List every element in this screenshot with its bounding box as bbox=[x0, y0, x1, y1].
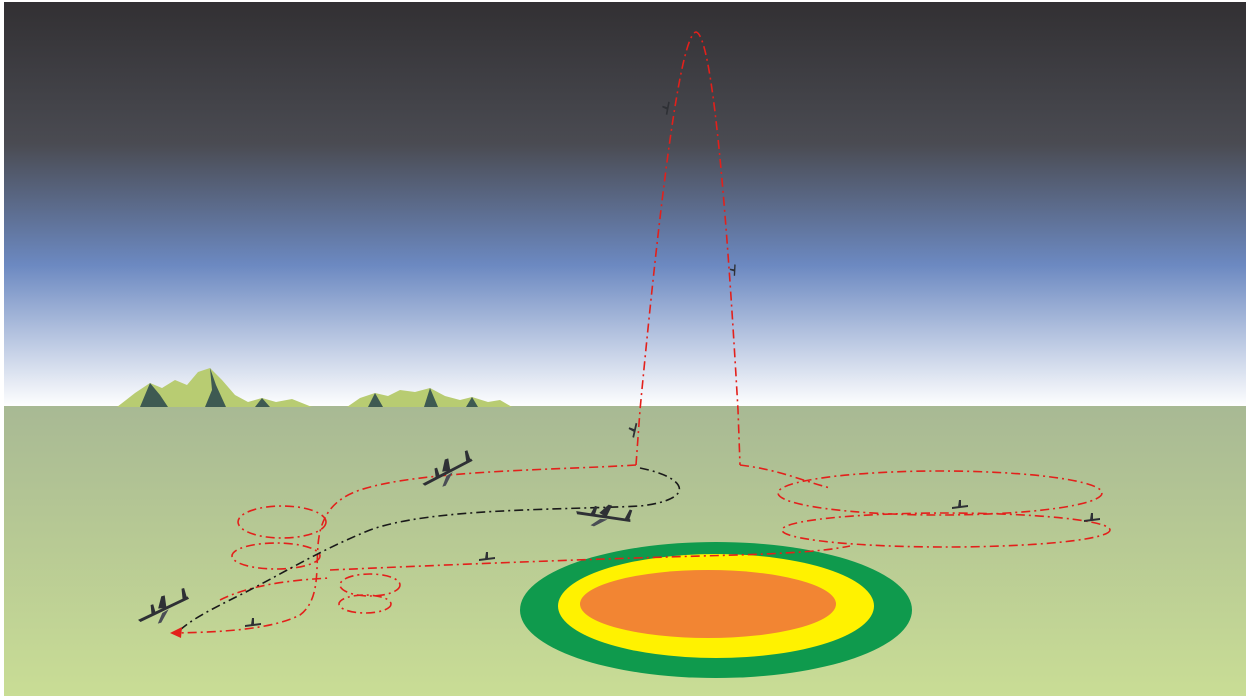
loiter-loop-4 bbox=[338, 594, 392, 614]
zone-inner bbox=[580, 570, 836, 638]
flight-path-low bbox=[329, 545, 851, 571]
flight-path-right bbox=[739, 464, 831, 489]
loiter-loop-1 bbox=[237, 505, 327, 539]
dash-dot-flight-path-return bbox=[177, 467, 681, 633]
concentric-target-zone bbox=[520, 542, 912, 678]
flight-path-climb bbox=[635, 31, 741, 466]
return-path bbox=[177, 467, 681, 633]
flight-path-left bbox=[175, 464, 637, 634]
mountain-left-shadow bbox=[140, 368, 270, 407]
flight-path-right-lower bbox=[219, 577, 331, 601]
mountain-range bbox=[117, 368, 512, 407]
dash-dot-flight-path bbox=[175, 31, 1111, 634]
sky bbox=[4, 2, 1246, 407]
loiter-loop-2 bbox=[231, 542, 321, 570]
mountain-right-shadow bbox=[368, 388, 478, 407]
loiter-loop-3 bbox=[339, 573, 401, 597]
direction-arrow bbox=[170, 627, 182, 638]
loiter-loop-right-1 bbox=[777, 470, 1103, 516]
loiter-loop-right-2 bbox=[781, 512, 1111, 548]
